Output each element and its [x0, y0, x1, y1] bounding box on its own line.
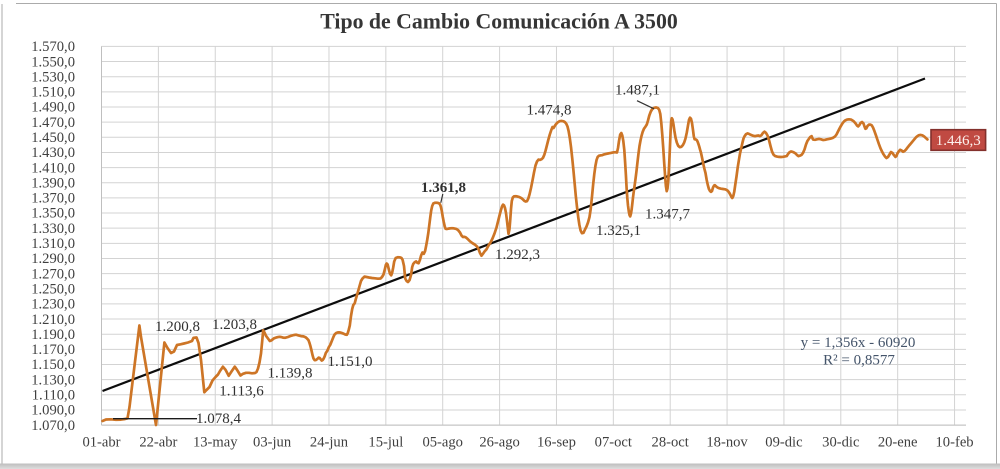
svg-text:1.170,0: 1.170,0: [31, 342, 75, 358]
svg-text:05-ago: 05-ago: [422, 435, 463, 451]
svg-text:1.270,0: 1.270,0: [31, 266, 75, 282]
svg-text:24-jun: 24-jun: [310, 435, 349, 451]
svg-text:y = 1,356x - 60920: y = 1,356x - 60920: [801, 335, 916, 351]
svg-text:1.230,0: 1.230,0: [31, 297, 75, 313]
svg-text:30-dic: 30-dic: [822, 435, 860, 451]
svg-text:09-dic: 09-dic: [765, 435, 803, 451]
svg-text:Tipo de Cambio Comunicación A: Tipo de Cambio Comunicación A 3500: [320, 10, 678, 34]
svg-text:1.490,0: 1.490,0: [31, 100, 75, 116]
svg-text:07-oct: 07-oct: [595, 435, 632, 451]
svg-text:1.487,1: 1.487,1: [615, 82, 660, 98]
svg-text:22-abr: 22-abr: [139, 435, 177, 451]
svg-text:1.470,0: 1.470,0: [31, 115, 75, 131]
svg-text:1.361,8: 1.361,8: [421, 180, 466, 196]
svg-text:1.150,0: 1.150,0: [31, 357, 75, 373]
svg-text:1.070,0: 1.070,0: [31, 418, 75, 434]
svg-text:1.200,8: 1.200,8: [155, 319, 200, 335]
svg-text:R² = 0,8577: R² = 0,8577: [823, 353, 895, 369]
svg-text:1.113,6: 1.113,6: [219, 383, 264, 399]
svg-text:1.210,0: 1.210,0: [31, 312, 75, 328]
svg-text:1.350,0: 1.350,0: [31, 206, 75, 222]
svg-text:1.139,8: 1.139,8: [268, 366, 313, 382]
svg-text:1.330,0: 1.330,0: [31, 221, 75, 237]
svg-text:1.474,8: 1.474,8: [527, 103, 572, 119]
svg-text:15-jul: 15-jul: [368, 435, 403, 451]
svg-text:1.510,0: 1.510,0: [31, 85, 75, 101]
svg-text:1.390,0: 1.390,0: [31, 175, 75, 191]
svg-text:01-abr: 01-abr: [82, 435, 120, 451]
svg-text:1.410,0: 1.410,0: [31, 160, 75, 176]
svg-text:1.203,8: 1.203,8: [212, 317, 257, 333]
svg-text:1.078,4: 1.078,4: [196, 411, 242, 427]
svg-text:1.090,0: 1.090,0: [31, 403, 75, 419]
svg-text:1.530,0: 1.530,0: [31, 69, 75, 85]
svg-text:1.550,0: 1.550,0: [31, 54, 75, 70]
svg-text:20-ene: 20-ene: [878, 435, 918, 451]
svg-text:1.110,0: 1.110,0: [32, 388, 75, 404]
svg-text:18-nov: 18-nov: [706, 435, 748, 451]
svg-text:26-ago: 26-ago: [479, 435, 520, 451]
svg-text:1.290,0: 1.290,0: [31, 251, 75, 267]
svg-text:1.370,0: 1.370,0: [31, 191, 75, 207]
svg-text:1.310,0: 1.310,0: [31, 236, 75, 252]
svg-text:13-may: 13-may: [193, 435, 238, 451]
svg-text:03-jun: 03-jun: [253, 435, 292, 451]
svg-text:1.151,0: 1.151,0: [328, 354, 373, 370]
svg-text:16-sep: 16-sep: [537, 435, 576, 451]
svg-text:1.292,3: 1.292,3: [495, 247, 540, 263]
svg-text:1.250,0: 1.250,0: [31, 281, 75, 297]
svg-text:1.130,0: 1.130,0: [31, 372, 75, 388]
svg-text:1.450,0: 1.450,0: [31, 130, 75, 146]
svg-text:1.325,1: 1.325,1: [596, 223, 641, 239]
svg-text:1.430,0: 1.430,0: [31, 145, 75, 161]
svg-text:1.570,0: 1.570,0: [31, 39, 75, 55]
svg-text:1.347,7: 1.347,7: [645, 206, 691, 222]
svg-text:1.446,3: 1.446,3: [936, 133, 981, 149]
svg-text:10-feb: 10-feb: [936, 435, 974, 451]
svg-text:1.190,0: 1.190,0: [31, 327, 75, 343]
svg-text:28-oct: 28-oct: [652, 435, 689, 451]
